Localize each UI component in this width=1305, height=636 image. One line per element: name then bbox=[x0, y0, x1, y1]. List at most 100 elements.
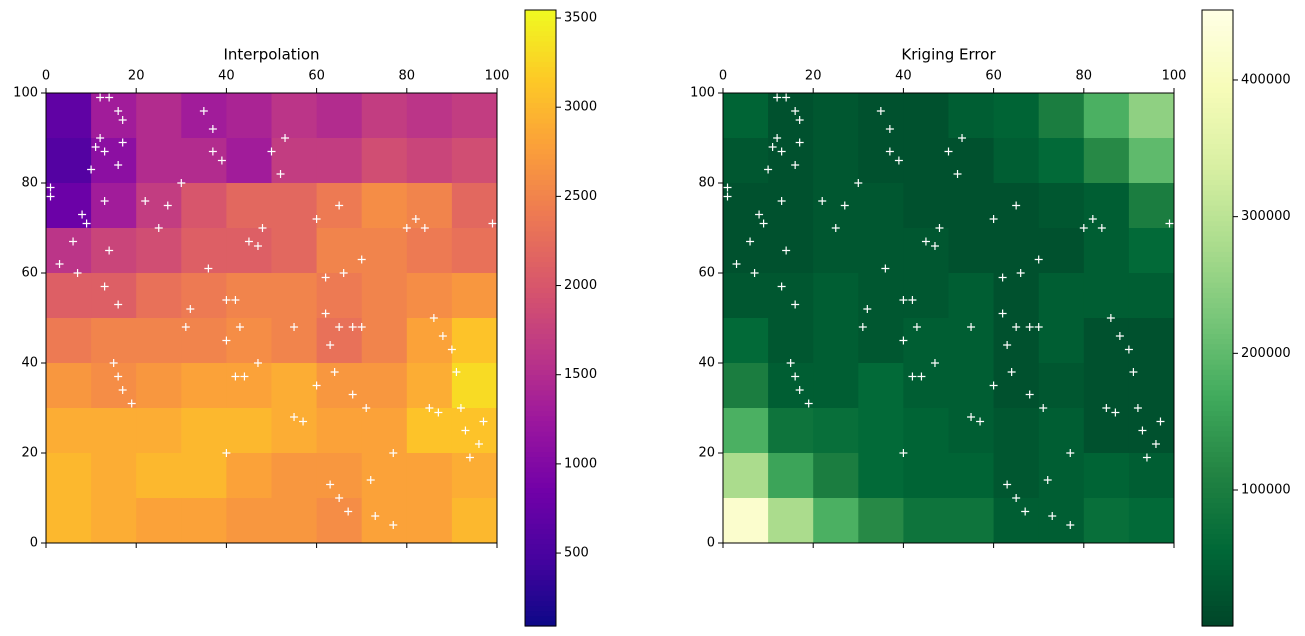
sample-point bbox=[759, 219, 768, 228]
sample-point bbox=[267, 147, 276, 156]
colorbar-slice bbox=[1202, 615, 1233, 622]
sample-point bbox=[335, 201, 344, 210]
colorbar-slice bbox=[525, 45, 556, 52]
colorbar-slice bbox=[1202, 477, 1233, 483]
sample-point bbox=[1025, 390, 1034, 399]
sample-point bbox=[100, 197, 109, 205]
heat-cell bbox=[136, 273, 182, 319]
heat-cell bbox=[451, 318, 498, 364]
sample-point bbox=[141, 197, 150, 205]
heat-cell bbox=[723, 498, 769, 544]
colorbar-slice bbox=[1202, 199, 1233, 206]
colorbar-slice bbox=[525, 292, 556, 299]
colorbar-slice bbox=[525, 410, 556, 417]
colorbar-slice bbox=[1202, 246, 1233, 252]
heat-cell bbox=[1083, 318, 1130, 364]
heat-cell bbox=[181, 408, 227, 454]
sample-point bbox=[78, 210, 87, 219]
heat-cell bbox=[316, 498, 363, 544]
sample-point bbox=[917, 372, 926, 381]
heat-cell bbox=[91, 408, 137, 454]
colorbar-slice bbox=[525, 554, 556, 560]
colorbar-slice bbox=[525, 246, 556, 252]
heat-cell bbox=[903, 363, 949, 409]
colorbar-slice bbox=[525, 595, 556, 601]
heat-cell bbox=[91, 363, 137, 409]
heat-cell bbox=[226, 273, 272, 319]
colorbar-slice bbox=[1202, 153, 1233, 160]
colorbar-slice bbox=[1202, 559, 1233, 565]
heat-cell bbox=[91, 183, 137, 229]
heat-cell bbox=[226, 318, 272, 364]
colorbar-slice bbox=[1202, 20, 1233, 26]
colorbar-slice bbox=[1202, 138, 1233, 145]
colorbar-slice bbox=[525, 138, 556, 145]
sample-point bbox=[109, 359, 118, 367]
sample-point bbox=[912, 323, 921, 331]
heat-cell bbox=[723, 408, 769, 454]
sample-point bbox=[46, 192, 55, 201]
sample-point bbox=[791, 300, 800, 309]
colorbar-slice bbox=[1202, 451, 1233, 458]
colorbar-slice bbox=[1202, 45, 1233, 52]
colorbar-slice bbox=[1202, 364, 1233, 370]
sample-point bbox=[371, 512, 380, 520]
colorbar-slice bbox=[1202, 287, 1233, 293]
sample-point bbox=[1106, 314, 1115, 322]
colorbar-slice bbox=[525, 528, 556, 535]
sample-point bbox=[258, 224, 267, 232]
sample-point bbox=[87, 165, 96, 174]
sample-point bbox=[222, 296, 231, 304]
heat-cell bbox=[136, 453, 182, 499]
colorbar-slice bbox=[1202, 30, 1233, 37]
sample-point bbox=[46, 183, 55, 192]
heat-cell bbox=[361, 453, 408, 499]
colorbar-slice bbox=[1202, 549, 1233, 555]
sample-point bbox=[840, 201, 849, 210]
colorbar-slice bbox=[525, 569, 556, 576]
sample-point bbox=[786, 359, 795, 367]
heat-cell bbox=[993, 273, 1040, 319]
colorbar-slice bbox=[525, 81, 556, 88]
colorbar-slice bbox=[525, 133, 556, 139]
colorbar-slice bbox=[525, 466, 556, 473]
heat-cell bbox=[46, 363, 92, 409]
heat-cell bbox=[768, 453, 814, 499]
colorbar-slice bbox=[525, 441, 556, 447]
sample-point bbox=[312, 215, 321, 223]
colorbar-slice bbox=[1202, 348, 1233, 355]
colorbar-tick-label: 300000 bbox=[1241, 209, 1291, 224]
sample-point bbox=[82, 219, 91, 228]
colorbar-slice bbox=[525, 158, 556, 165]
sample-point bbox=[750, 269, 759, 277]
heat-cell bbox=[361, 498, 408, 544]
y-tick-label: 100 bbox=[13, 86, 38, 101]
sample-point bbox=[1003, 480, 1012, 489]
colorbar-slice bbox=[1202, 102, 1233, 109]
sample-point bbox=[967, 413, 976, 421]
sample-point bbox=[723, 183, 732, 192]
sample-point bbox=[1034, 255, 1043, 264]
sample-point bbox=[777, 197, 786, 205]
colorbar-slice bbox=[1202, 400, 1233, 406]
y-tick-label: 100 bbox=[690, 86, 715, 101]
colorbar-slice bbox=[1202, 128, 1233, 134]
sample-point bbox=[782, 246, 791, 255]
x-tick-label: 0 bbox=[42, 69, 50, 84]
colorbar-tick-label: 3000 bbox=[564, 100, 597, 115]
sample-point bbox=[1025, 323, 1034, 331]
colorbar-tick-label: 100000 bbox=[1241, 483, 1291, 498]
sample-point bbox=[795, 116, 804, 124]
heat-cell bbox=[858, 93, 904, 139]
colorbar-slice bbox=[525, 379, 556, 386]
heat-cell bbox=[406, 228, 453, 274]
colorbar-slice bbox=[1202, 230, 1233, 237]
sample-point bbox=[1088, 215, 1097, 223]
colorbar-slice bbox=[1202, 117, 1233, 124]
sample-point bbox=[795, 138, 804, 147]
heat-cell bbox=[1128, 318, 1175, 364]
colorbar-slice bbox=[1202, 472, 1233, 478]
colorbar-slice bbox=[525, 584, 556, 591]
colorbar-slice bbox=[525, 122, 556, 129]
sample-point bbox=[96, 134, 105, 142]
